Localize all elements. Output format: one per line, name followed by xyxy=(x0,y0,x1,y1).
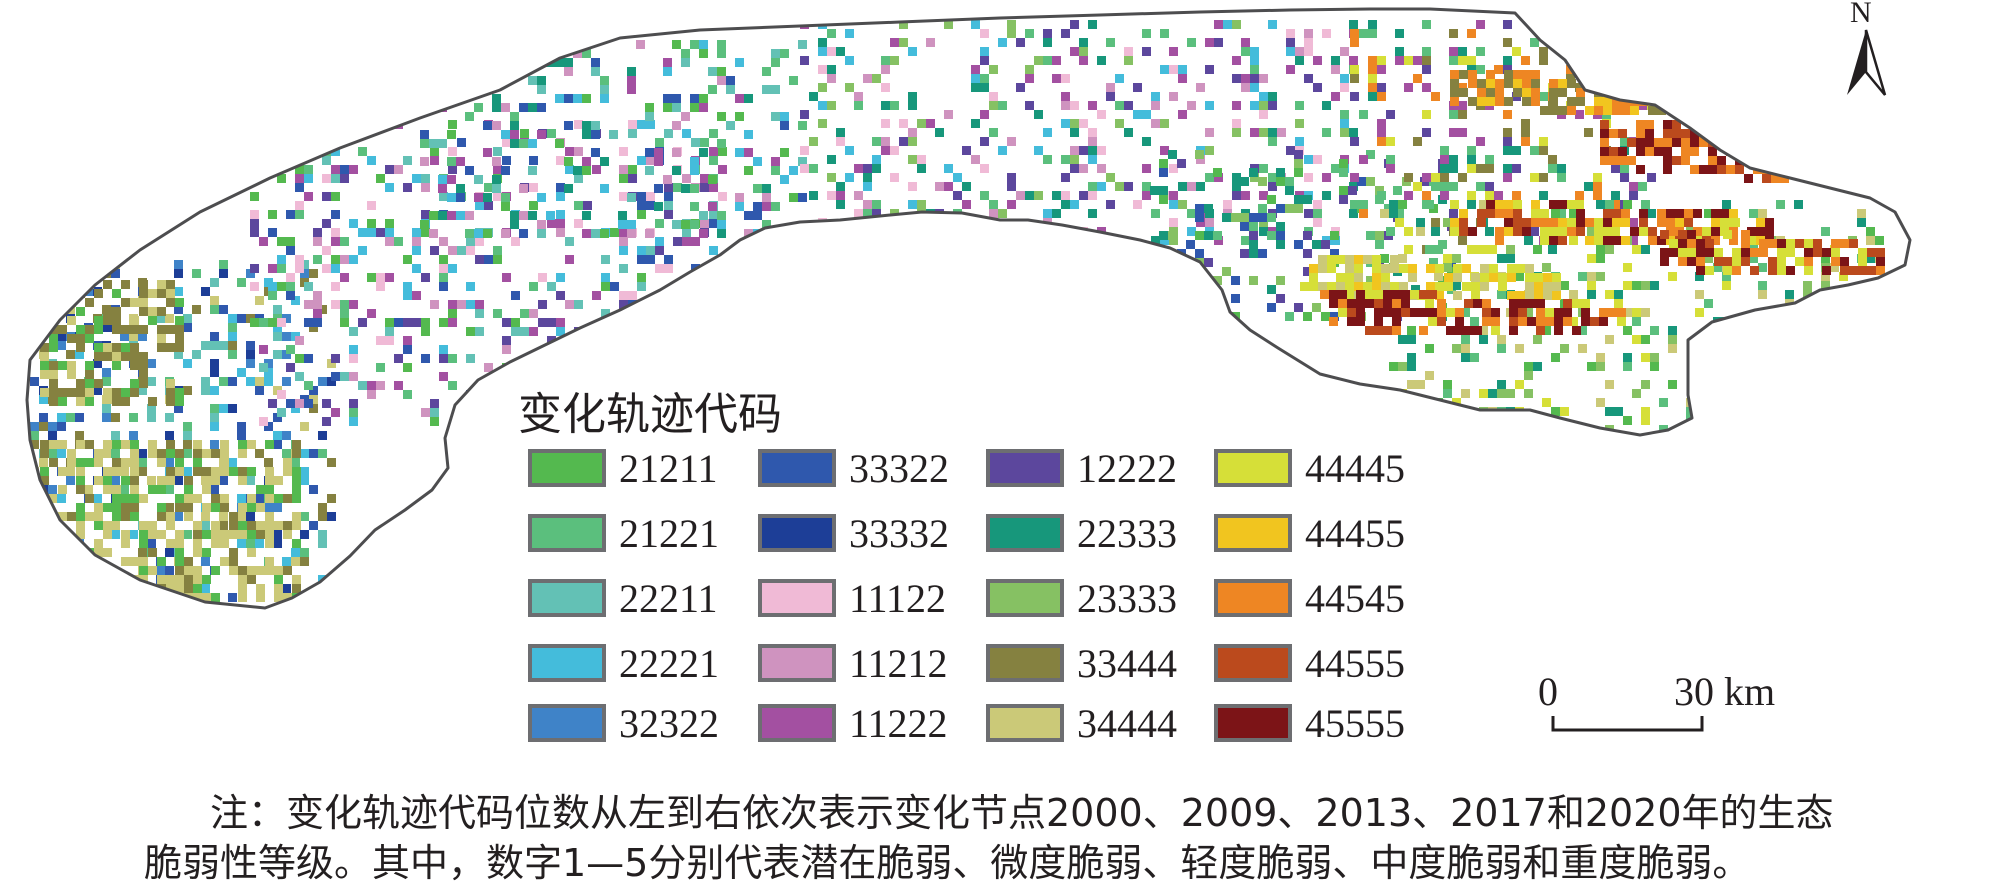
legend-item-44555: 44555 xyxy=(1214,639,1405,687)
legend-label: 32322 xyxy=(619,700,719,746)
legend-label: 23333 xyxy=(1077,575,1177,621)
legend-swatch xyxy=(528,449,606,487)
legend-item-33332: 33332 xyxy=(758,509,949,557)
legend-item-11222: 11222 xyxy=(758,699,948,747)
legend-item-33322: 33322 xyxy=(758,444,949,492)
legend-label: 33332 xyxy=(849,510,949,556)
legend-swatch xyxy=(758,644,836,682)
legend-label: 34444 xyxy=(1077,700,1177,746)
legend-item-22333: 22333 xyxy=(986,509,1177,557)
note-line-1: 注：变化轨迹代码位数从左到右依次表示变化节点2000、2009、2013、201… xyxy=(210,791,1834,835)
legend-label: 22211 xyxy=(619,575,718,621)
legend-swatch xyxy=(1214,514,1292,552)
legend-item-22211: 22211 xyxy=(528,574,718,622)
legend-item-23333: 23333 xyxy=(986,574,1177,622)
legend-item-22221: 22221 xyxy=(528,639,719,687)
legend-label: 33322 xyxy=(849,445,949,491)
legend-item-44445: 44445 xyxy=(1214,444,1405,492)
legend-item-33444: 33444 xyxy=(986,639,1177,687)
legend-swatch xyxy=(986,449,1064,487)
legend-item-45555: 45555 xyxy=(1214,699,1405,747)
legend-item-11212: 11212 xyxy=(758,639,948,687)
legend-swatch xyxy=(758,704,836,742)
legend-label: 45555 xyxy=(1305,700,1405,746)
legend-swatch xyxy=(986,704,1064,742)
legend-swatch xyxy=(758,449,836,487)
legend-item-21211: 21211 xyxy=(528,444,718,492)
legend-item-11122: 11122 xyxy=(758,574,946,622)
study-area-boundary xyxy=(25,7,1912,610)
legend-label: 21211 xyxy=(619,445,718,491)
legend-label: 12222 xyxy=(1077,445,1177,491)
legend-item-12222: 12222 xyxy=(986,444,1177,492)
legend-label: 33444 xyxy=(1077,640,1177,686)
scale-bar-icon xyxy=(1551,716,1704,732)
legend-item-21221: 21221 xyxy=(528,509,719,557)
scale-bar-end-label: 30 km xyxy=(1674,669,1776,714)
legend-item-44545: 44545 xyxy=(1214,574,1405,622)
scale-bar-start-label: 0 xyxy=(1538,669,1558,714)
legend-label: 11212 xyxy=(849,640,948,686)
legend-swatch xyxy=(986,644,1064,682)
legend-item-34444: 34444 xyxy=(986,699,1177,747)
legend-label: 11222 xyxy=(849,700,948,746)
legend-title: 变化轨迹代码 xyxy=(518,389,782,440)
legend: 21211 21221 22211 22221 32322 33322 33332 11122… xyxy=(528,444,1440,754)
legend-swatch xyxy=(1214,449,1292,487)
legend-swatch xyxy=(1214,579,1292,617)
legend-label: 44555 xyxy=(1305,640,1405,686)
legend-swatch xyxy=(528,579,606,617)
legend-label: 21221 xyxy=(619,510,719,556)
legend-swatch xyxy=(986,514,1064,552)
legend-swatch xyxy=(1214,644,1292,682)
legend-label: 44445 xyxy=(1305,445,1405,491)
legend-item-44455: 44455 xyxy=(1214,509,1405,557)
north-arrow-icon xyxy=(1847,29,1887,96)
legend-label: 44455 xyxy=(1305,510,1405,556)
legend-swatch xyxy=(986,579,1064,617)
legend-label: 11122 xyxy=(849,575,947,621)
north-arrow-label: N xyxy=(1850,0,1872,29)
legend-swatch xyxy=(758,514,836,552)
legend-label: 22221 xyxy=(619,640,719,686)
legend-swatch xyxy=(528,644,606,682)
legend-swatch xyxy=(1214,704,1292,742)
note-line-2: 脆弱性等级。其中，数字1—5分别代表潜在脆弱、微度脆弱、轻度脆弱、中度脆弱和重度… xyxy=(144,841,1751,885)
legend-swatch xyxy=(528,514,606,552)
legend-item-32322: 32322 xyxy=(528,699,719,747)
legend-label: 44545 xyxy=(1305,575,1405,621)
legend-label: 22333 xyxy=(1077,510,1177,556)
legend-swatch xyxy=(758,579,836,617)
legend-swatch xyxy=(528,704,606,742)
